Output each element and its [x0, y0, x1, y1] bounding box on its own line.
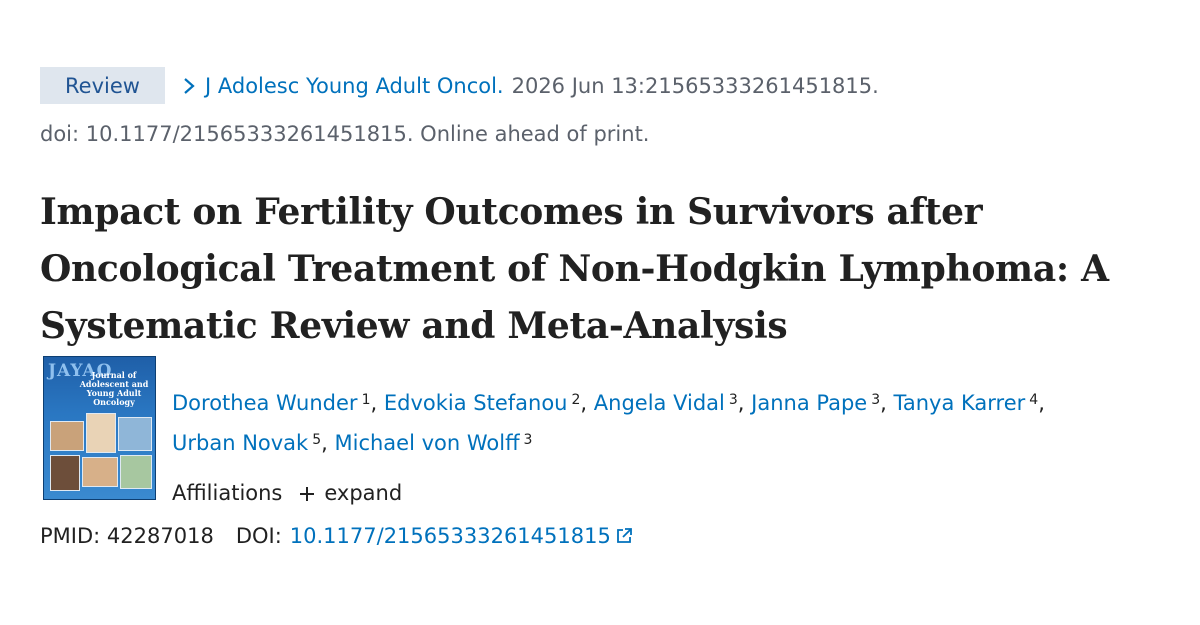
cover-photo — [120, 455, 152, 489]
author-link[interactable]: Dorothea Wunder — [172, 391, 358, 415]
affiliation-number[interactable]: 1 — [361, 392, 371, 408]
author-link[interactable]: Angela Vidal — [593, 391, 725, 415]
cover-photo — [50, 455, 80, 491]
cover-photo — [50, 421, 84, 451]
cover-photo — [118, 417, 152, 451]
author-link[interactable]: Urban Novak — [172, 431, 309, 455]
citation-row: Review J Adolesc Young Adult Oncol. 2026… — [40, 67, 879, 104]
citation-date-pages: 2026 Jun 13:21565333261451815. — [511, 73, 879, 98]
cover-photo — [82, 457, 118, 487]
plus-icon[interactable] — [298, 484, 316, 502]
expand-label[interactable]: expand — [324, 481, 403, 505]
affiliation-number[interactable]: 3 — [871, 392, 881, 408]
chevron-right-icon — [181, 75, 197, 96]
pmid-label: PMID: — [40, 524, 101, 548]
cover-journal-name: Journal of Adolescent and Young Adult On… — [79, 370, 149, 407]
doi-label: DOI: — [235, 524, 282, 548]
citation-doi-line: doi: 10.1177/21565333261451815. Online a… — [40, 122, 650, 146]
cover-logo: JAYAO — [48, 361, 113, 381]
pmid-value: 42287018 — [106, 524, 214, 548]
affiliations-toggle[interactable]: Affiliations expand — [172, 481, 402, 505]
affiliation-number[interactable]: 3 — [728, 392, 738, 408]
identifiers-row: PMID: 42287018 DOI: 10.1177/215653332614… — [40, 524, 633, 548]
affiliation-number[interactable]: 5 — [312, 432, 322, 448]
affiliation-number[interactable]: 3 — [523, 432, 533, 448]
author-link[interactable]: Janna Pape — [751, 391, 868, 415]
journal-link[interactable]: J Adolesc Young Adult Oncol. — [205, 73, 504, 98]
author-link[interactable]: Michael von Wolff — [334, 431, 520, 455]
affiliation-number[interactable]: 2 — [571, 392, 581, 408]
cover-photo — [86, 413, 116, 453]
review-badge: Review — [40, 67, 165, 104]
affiliation-number[interactable]: 4 — [1029, 392, 1039, 408]
author-link[interactable]: Edvokia Stefanou — [383, 391, 568, 415]
author-link[interactable]: Tanya Karrer — [893, 391, 1026, 415]
doi-link[interactable]: 10.1177/21565333261451815 — [289, 524, 611, 548]
journal-cover-image[interactable]: JAYAO Journal of Adolescent and Young Ad… — [43, 356, 156, 500]
article-title: Impact on Fertility Outcomes in Survivor… — [40, 191, 1109, 347]
authors-list: Dorothea Wunder 1, Edvokia Stefanou 2, Ang… — [172, 391, 1045, 455]
external-link-icon[interactable] — [615, 527, 633, 545]
affiliations-label: Affiliations — [172, 481, 283, 505]
